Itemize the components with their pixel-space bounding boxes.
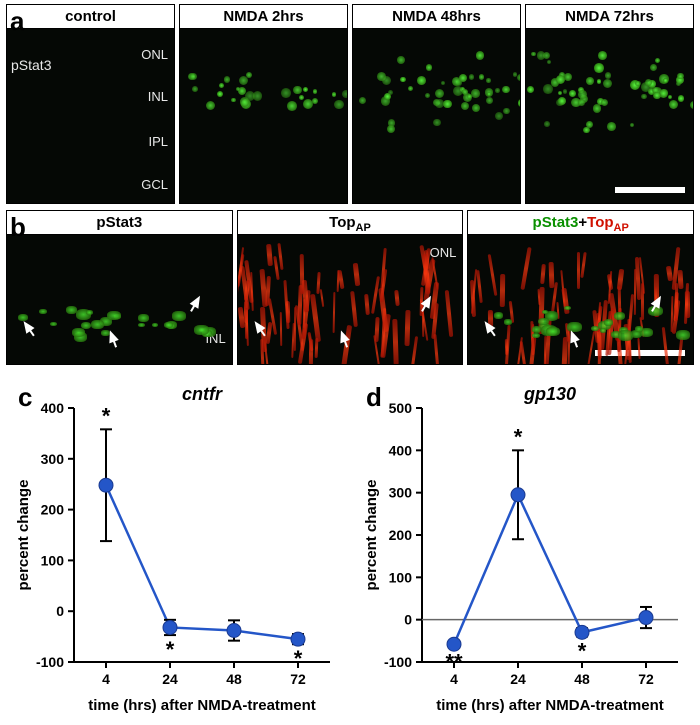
svg-text:gp130: gp130	[523, 384, 576, 404]
svg-text:*: *	[514, 424, 523, 449]
svg-text:-100: -100	[36, 654, 64, 670]
svg-text:*: *	[294, 646, 303, 671]
svg-text:400: 400	[41, 400, 65, 416]
svg-text:percent change: percent change	[15, 480, 32, 591]
svg-text:24: 24	[162, 671, 178, 687]
svg-text:time (hrs) after NMDA-treatmen: time (hrs) after NMDA-treatment	[436, 697, 664, 714]
header-b-pstat3: pStat3	[7, 211, 232, 235]
header-2hrs: NMDA 2hrs	[180, 5, 347, 29]
svg-text:24: 24	[510, 671, 526, 687]
svg-text:cntfr: cntfr	[182, 384, 223, 404]
panel-b: pStat3 INL TopAP ONL pStat3+TopAP	[6, 210, 694, 365]
scalebar-a	[615, 187, 685, 193]
svg-text:*: *	[578, 639, 587, 664]
image-b3	[468, 235, 693, 364]
layer-gcl: GCL	[141, 177, 168, 192]
svg-text:0: 0	[56, 603, 64, 619]
panel-a-letter: a	[10, 6, 24, 37]
pstat3-label: pStat3	[11, 57, 51, 73]
chart-cntfr: -10001002003004004244872***time (hrs) af…	[12, 378, 342, 718]
micrograph-pstat3: pStat3 INL	[6, 210, 233, 365]
svg-text:72: 72	[290, 671, 306, 687]
layer-ipl: IPL	[148, 134, 168, 149]
svg-text:200: 200	[389, 527, 413, 543]
image-2hrs	[180, 29, 347, 203]
svg-text:300: 300	[41, 451, 65, 467]
svg-text:*: *	[102, 403, 111, 428]
header-control: control	[7, 5, 174, 29]
svg-text:200: 200	[41, 502, 65, 518]
panel-c-letter: c	[18, 382, 32, 413]
figure-root: a b c d control pStat3 ONL INL IPL GCL N…	[0, 0, 700, 725]
panel-b-letter: b	[10, 212, 26, 243]
svg-text:400: 400	[389, 442, 413, 458]
svg-text:48: 48	[226, 671, 242, 687]
svg-text:100: 100	[41, 552, 65, 568]
image-72hrs	[526, 29, 693, 203]
image-b2: ONL	[238, 235, 463, 364]
chart-d-svg: -10001002003004005004244872****time (hrs…	[360, 378, 690, 718]
image-control: pStat3 ONL INL IPL GCL	[7, 29, 174, 203]
header-48hrs: NMDA 48hrs	[353, 5, 520, 29]
svg-text:300: 300	[389, 485, 413, 501]
micrograph-48hrs: NMDA 48hrs	[352, 4, 521, 204]
svg-text:**: **	[445, 650, 463, 675]
chart-gp130: -10001002003004005004244872****time (hrs…	[360, 378, 690, 718]
image-48hrs	[353, 29, 520, 203]
layer-onl: ONL	[141, 47, 168, 62]
micrograph-72hrs: NMDA 72hrs	[525, 4, 694, 204]
micrograph-topap: TopAP ONL	[237, 210, 464, 365]
svg-text:percent change: percent change	[363, 480, 380, 591]
panel-d-letter: d	[366, 382, 382, 413]
svg-text:0: 0	[404, 612, 412, 628]
signal-band	[7, 84, 174, 106]
chart-c-svg: -10001002003004004244872***time (hrs) af…	[12, 378, 342, 718]
svg-text:-100: -100	[384, 654, 412, 670]
panel-a: control pStat3 ONL INL IPL GCL NMDA 2hrs…	[6, 4, 694, 204]
svg-text:100: 100	[389, 569, 413, 585]
svg-text:48: 48	[574, 671, 590, 687]
svg-text:*: *	[166, 637, 175, 662]
header-72hrs: NMDA 72hrs	[526, 5, 693, 29]
svg-text:72: 72	[638, 671, 654, 687]
micrograph-merge: pStat3+TopAP	[467, 210, 694, 365]
svg-text:time (hrs) after NMDA-treatmen: time (hrs) after NMDA-treatment	[88, 697, 316, 714]
svg-text:4: 4	[102, 671, 110, 687]
header-b-topap: TopAP	[238, 211, 463, 235]
svg-text:500: 500	[389, 400, 413, 416]
micrograph-2hrs: NMDA 2hrs	[179, 4, 348, 204]
micrograph-control: control pStat3 ONL INL IPL GCL	[6, 4, 175, 204]
image-b1: INL	[7, 235, 232, 364]
header-b-merge: pStat3+TopAP	[468, 211, 693, 235]
